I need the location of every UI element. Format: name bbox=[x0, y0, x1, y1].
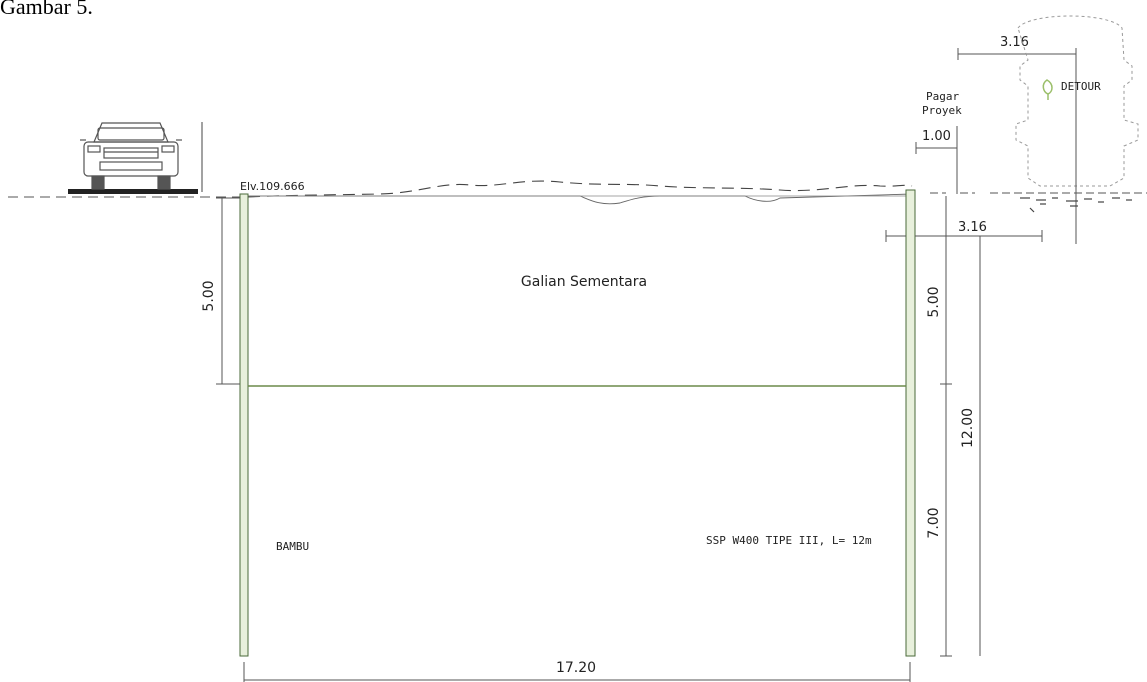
ground-profile-dashed bbox=[247, 180, 913, 198]
fence-offset-label: 1.00 bbox=[922, 129, 951, 144]
detour-vehicle-outline bbox=[1015, 15, 1139, 187]
detour-label: DETOUR bbox=[1061, 80, 1101, 93]
figure-caption: Gambar 5. bbox=[0, 0, 93, 19]
right-depth-dimension bbox=[940, 196, 952, 657]
detour-width-dimension bbox=[957, 48, 1077, 60]
detour-ground-texture bbox=[1020, 197, 1132, 213]
width-label: 17.20 bbox=[556, 660, 596, 676]
total-depth-label: 12.00 bbox=[960, 408, 976, 448]
fence-label-line2: Proyek bbox=[922, 104, 962, 117]
left-wall-label: BAMBU bbox=[276, 540, 309, 553]
fence-offset-dimension bbox=[915, 142, 957, 154]
ground-surface-line bbox=[248, 193, 913, 205]
tree-icon bbox=[1042, 79, 1053, 100]
width-dimension bbox=[243, 662, 911, 682]
right-upper-depth-label: 5.00 bbox=[926, 286, 942, 317]
left-sheet-pile bbox=[239, 193, 249, 657]
detour-width-label: 3.16 bbox=[1000, 35, 1029, 50]
left-depth-dimension bbox=[216, 197, 240, 385]
elevation-label: Elv.109.666 bbox=[240, 180, 305, 193]
road-surface bbox=[68, 189, 198, 194]
fence-label-line1: Pagar bbox=[926, 90, 959, 103]
detour-offset-label: 3.16 bbox=[958, 220, 987, 235]
right-sheet-pile bbox=[905, 189, 916, 657]
right-wall-label: SSP W400 TIPE III, L= 12m bbox=[706, 534, 872, 547]
right-lower-depth-label: 7.00 bbox=[926, 507, 942, 538]
detour-offset-dimension bbox=[885, 230, 1043, 242]
left-depth-label: 5.00 bbox=[201, 280, 217, 311]
excavation-label: Galian Sementara bbox=[521, 274, 647, 290]
vehicle-icon bbox=[80, 122, 182, 190]
